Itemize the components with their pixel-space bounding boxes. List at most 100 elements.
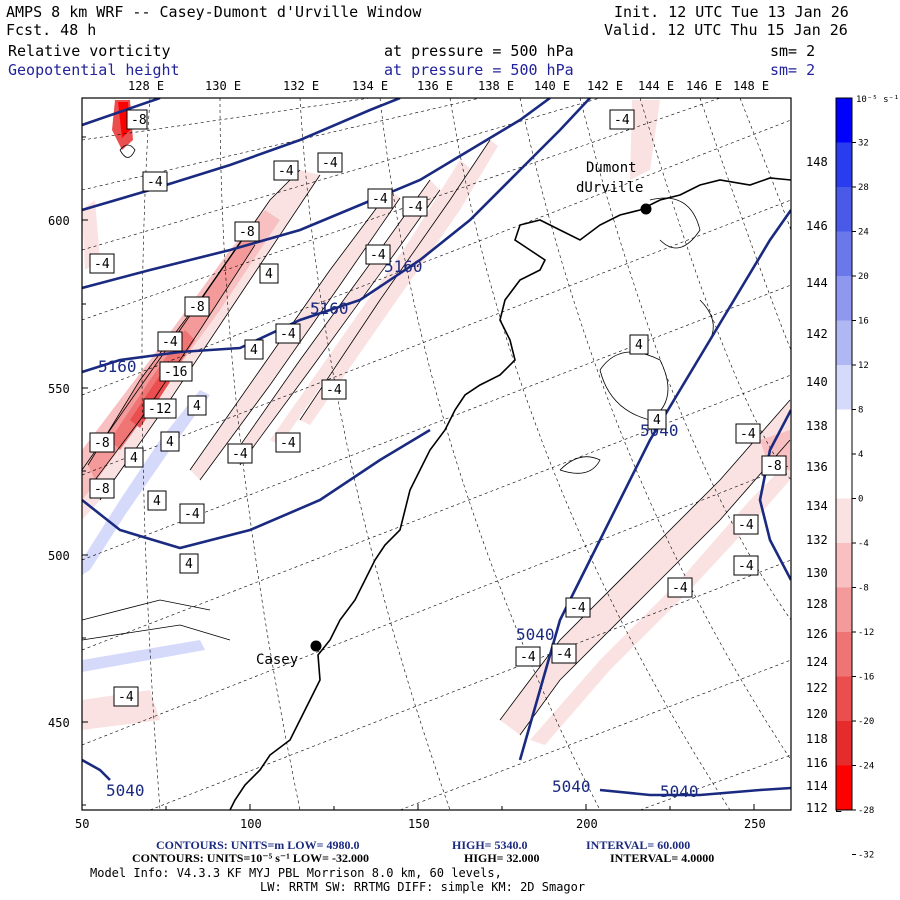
field1-name: Relative vorticity [8,42,171,60]
svg-text:4: 4 [166,435,174,450]
top-lon-label: 148 E [733,79,769,93]
footer-height-contours: CONTOURS: UNITS=m LOW= 4980.0 [156,838,360,852]
colorbar: 10⁻⁵ s⁻¹ 32 28 24 20 16 12 8 4 0 -4 -8 -12 -16 -20 -24… [835,95,899,861]
svg-text:-8: -8 [189,300,205,315]
right-lon-label: 130 E [806,566,842,580]
vorticity-label: -4 [367,188,393,209]
colorbar-cell [836,231,852,277]
colorbar-tick-label: -32 [858,851,874,861]
colorbar-cell [836,587,852,633]
bottom-label-50: 50 [75,817,89,831]
vorticity-label: -4 [179,503,205,524]
colorbar-tick-label: 16 [858,317,869,327]
field2-smoothing: sm= 2 [770,61,816,79]
height-label: 5160 [98,357,137,376]
top-lon-label: 140 E [534,79,570,93]
top-lon-label: 144 E [638,79,674,93]
vorticity-label: -4 [157,331,183,352]
vorticity-label: -12 [143,398,177,419]
vorticity-label: 4 [244,339,264,360]
colorbar-tick-label: -20 [858,717,874,727]
svg-text:4: 4 [185,557,193,572]
right-lon-label: 126 E [806,627,842,641]
colorbar-tick-label: 8 [858,406,863,416]
colorbar-cell [836,676,852,722]
footer-vort-interval: INTERVAL= 4.0000 [610,851,715,865]
colorbar-tick-label: -12 [858,628,874,638]
svg-text:-4: -4 [520,650,536,665]
vorticity-label: 4 [147,490,167,511]
vorticity-label: -8 [761,455,787,476]
svg-text:-4: -4 [322,156,338,171]
colorbar-tick-label: -4 [858,539,869,549]
left-label-550: 550 [48,382,70,396]
right-longitude-labels: 148 E 146 E 144 E 142 E 140 E 138 E 136 … [806,155,842,815]
svg-text:-8: -8 [131,113,147,128]
footer-physics-info: LW: RRTM SW: RRTMG DIFF: simple KM: 2D S… [260,880,586,894]
top-lon-label: 142 E [587,79,623,93]
colorbar-cell [836,187,852,232]
colorbar-tick-label: 0 [858,495,863,505]
vorticity-label: -4 [551,643,577,664]
svg-text:-4: -4 [407,200,423,215]
svg-text:-4: -4 [738,559,754,574]
init-time: Init. 12 UTC Tue 13 Jan 26 [614,3,849,21]
right-lon-label: 120 E [806,707,842,721]
colorbar-cell [836,721,852,766]
right-lon-label: 138 E [806,419,842,433]
vorticity-label: -4 [609,109,635,130]
svg-text:-12: -12 [148,402,171,417]
colorbar-cell [836,765,852,811]
vorticity-label: -16 [159,361,193,382]
vorticity-label: -4 [565,597,591,618]
colorbar-tick-label: -24 [858,762,874,772]
svg-text:4: 4 [153,494,161,509]
top-lon-label: 128 E [128,79,164,93]
vorticity-label: -4 [142,171,168,192]
right-lon-label: 134 E [806,499,842,513]
vorticity-label: -8 [89,432,115,453]
svg-text:-4: -4 [278,164,294,179]
svg-text:4: 4 [193,399,201,414]
vorticity-label: 4 [124,447,144,468]
colorbar-tick-label: 24 [858,228,869,238]
right-lon-label: 116 E [806,756,842,770]
right-lon-label: 118 E [806,732,842,746]
svg-text:-4: -4 [326,383,342,398]
vorticity-label: -4 [317,152,343,173]
vorticity-label: -8 [126,109,148,130]
field1-smoothing: sm= 2 [770,42,816,60]
colorbar-tick-label: 32 [858,139,869,149]
footer-vort-high: HIGH= 32.000 [464,851,540,865]
right-lon-label: 144 E [806,276,842,290]
vorticity-label: -4 [733,514,759,535]
bottom-label-200: 200 [576,817,598,831]
bottom-label-150: 150 [408,817,430,831]
svg-text:-4: -4 [556,647,572,662]
field1-level: at pressure = 500 hPa [384,42,574,60]
vorticity-label: -4 [227,443,253,464]
svg-text:-4: -4 [372,192,388,207]
right-lon-label: 140 E [806,375,842,389]
station-labels: Dumont dUrville Casey [256,160,643,668]
height-label: 5040 [552,777,591,796]
coastline [229,177,791,810]
svg-text:-4: -4 [94,257,110,272]
bottom-label-250: 250 [744,817,766,831]
vorticity-label: -4 [735,423,761,444]
vorticity-label: -4 [275,432,301,453]
top-lon-label: 132 E [283,79,319,93]
left-label-500: 500 [48,549,70,563]
svg-text:-4: -4 [672,581,688,596]
top-lon-label: 146 E [686,79,722,93]
valid-time: Valid. 12 UTC Thu 15 Jan 26 [604,21,848,39]
bottom-label-100: 100 [240,817,262,831]
vorticity-label: -8 [234,221,260,242]
svg-text:-8: -8 [94,482,110,497]
vorticity-label: -4 [89,253,115,274]
colorbar-tick-label: -28 [858,806,874,816]
svg-text:4: 4 [265,267,273,282]
colorbar-cell [836,320,852,366]
svg-text:-4: -4 [740,427,756,442]
